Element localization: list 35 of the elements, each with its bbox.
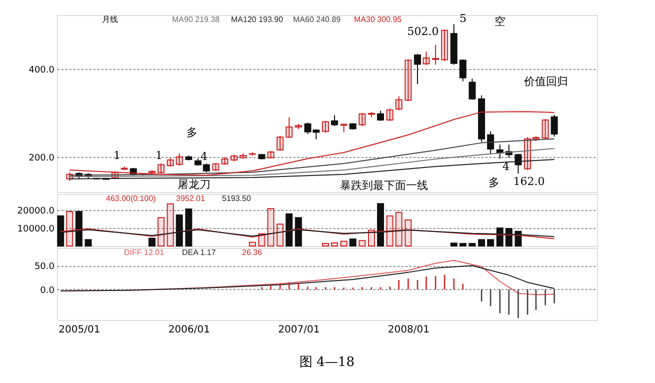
caption: 图 4—18 (300, 355, 354, 370)
annotation: 502.0 (407, 25, 439, 38)
text: MA30 300.95 (354, 15, 402, 24)
text: MA90 219.38 (172, 15, 220, 24)
annotation: 463.00(0:100) (106, 194, 156, 203)
annotation: 多 (186, 126, 198, 139)
annotation: 月线 (102, 15, 118, 24)
annotation: 162.0 (513, 175, 545, 188)
text: DIFF 12.01 (124, 248, 165, 257)
annotation: 多 (488, 176, 500, 189)
annotation: 价值回归 (523, 75, 568, 88)
annotation: 空 (494, 15, 506, 28)
text: MA60 240.89 (293, 15, 342, 24)
text: 26.36 (242, 248, 263, 257)
y-tick-label: 10000.0 (17, 224, 55, 234)
annotation: 4 (200, 150, 208, 163)
annotation: 屠龙刀 (178, 178, 210, 191)
x-tick-label: 2005/01 (58, 324, 100, 336)
x-tick-label: 2006/01 (168, 324, 210, 336)
annotation: 暴跌到最下面一线 (340, 179, 428, 192)
y-tick-label: 50.0 (34, 262, 55, 272)
y-tick-label: 200.0 (28, 153, 55, 164)
annotation: 4 (502, 160, 510, 173)
text: 3952.01 (176, 194, 206, 203)
y-tick-label: 400.0 (28, 66, 55, 76)
annotation: 1 (114, 149, 120, 162)
y-tick-label: 20000.0 (17, 206, 55, 216)
y-tick-label: 0.0 (40, 286, 55, 296)
text: DEA 1.17 (182, 248, 216, 257)
x-tick-label: 2008/01 (388, 324, 430, 336)
annotation: 5 (460, 12, 466, 25)
text: MA120 193.90 (231, 15, 284, 24)
annotation: 1 (156, 149, 162, 162)
x-tick-label: 2007/01 (278, 324, 320, 336)
text: 5193.50 (222, 194, 252, 203)
